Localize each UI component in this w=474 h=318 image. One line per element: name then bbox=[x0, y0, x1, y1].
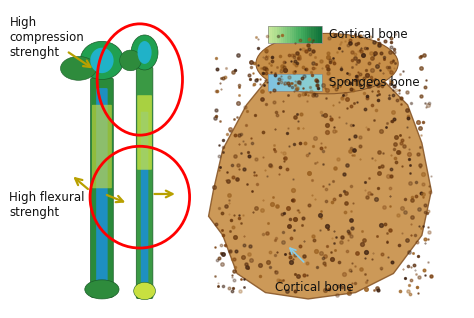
Bar bbox=[303, 26, 305, 43]
Bar bbox=[303, 74, 305, 91]
Text: Cortical bone: Cortical bone bbox=[329, 28, 408, 41]
FancyBboxPatch shape bbox=[136, 67, 153, 299]
Bar bbox=[270, 74, 272, 91]
Ellipse shape bbox=[80, 41, 124, 80]
Bar bbox=[316, 74, 318, 91]
Bar bbox=[279, 74, 281, 91]
Bar bbox=[292, 74, 294, 91]
Bar bbox=[314, 74, 316, 91]
Ellipse shape bbox=[85, 280, 119, 299]
Bar bbox=[292, 26, 294, 43]
Ellipse shape bbox=[61, 56, 97, 80]
Bar bbox=[318, 26, 320, 43]
Bar bbox=[268, 26, 270, 43]
Bar bbox=[301, 74, 303, 91]
FancyBboxPatch shape bbox=[91, 78, 113, 297]
Bar bbox=[296, 74, 298, 91]
Bar bbox=[281, 74, 283, 91]
Bar bbox=[305, 26, 307, 43]
Bar bbox=[281, 26, 283, 43]
Bar bbox=[287, 74, 290, 91]
Bar bbox=[298, 26, 301, 43]
Bar bbox=[285, 26, 287, 43]
Ellipse shape bbox=[119, 50, 141, 71]
Bar bbox=[311, 74, 314, 91]
FancyBboxPatch shape bbox=[137, 95, 152, 170]
Ellipse shape bbox=[134, 282, 155, 300]
Bar bbox=[274, 74, 276, 91]
Bar bbox=[309, 26, 311, 43]
Text: High
compression
strenght: High compression strenght bbox=[9, 16, 84, 59]
Bar bbox=[294, 74, 296, 91]
Ellipse shape bbox=[137, 41, 152, 64]
Bar bbox=[272, 74, 274, 91]
FancyBboxPatch shape bbox=[141, 112, 148, 292]
Bar bbox=[305, 74, 307, 91]
Ellipse shape bbox=[90, 48, 114, 73]
Bar bbox=[270, 26, 272, 43]
Bar bbox=[276, 26, 279, 43]
Bar bbox=[307, 74, 309, 91]
Bar bbox=[272, 26, 274, 43]
Text: Spongeos bone: Spongeos bone bbox=[329, 76, 420, 88]
Bar bbox=[294, 26, 296, 43]
Bar bbox=[290, 74, 292, 91]
Bar bbox=[274, 26, 276, 43]
Ellipse shape bbox=[256, 33, 398, 94]
Bar bbox=[318, 74, 320, 91]
Text: High flexural
strenght: High flexural strenght bbox=[9, 191, 85, 219]
FancyBboxPatch shape bbox=[96, 88, 108, 290]
Bar bbox=[268, 74, 322, 91]
Bar bbox=[279, 26, 281, 43]
FancyBboxPatch shape bbox=[92, 105, 112, 188]
Bar bbox=[320, 26, 322, 43]
Bar bbox=[296, 26, 298, 43]
Bar bbox=[311, 26, 314, 43]
Bar bbox=[320, 74, 322, 91]
Bar bbox=[268, 26, 322, 43]
Bar bbox=[290, 26, 292, 43]
Bar bbox=[276, 74, 279, 91]
Bar bbox=[285, 74, 287, 91]
Bar bbox=[307, 26, 309, 43]
Bar bbox=[301, 26, 303, 43]
Bar bbox=[283, 26, 285, 43]
Ellipse shape bbox=[131, 35, 158, 70]
Bar bbox=[287, 26, 290, 43]
Bar bbox=[298, 74, 301, 91]
Bar bbox=[283, 74, 285, 91]
Bar bbox=[268, 74, 270, 91]
Bar bbox=[316, 26, 318, 43]
Text: Cortical bone: Cortical bone bbox=[275, 281, 354, 294]
Bar bbox=[314, 26, 316, 43]
Polygon shape bbox=[209, 57, 431, 299]
Bar bbox=[309, 74, 311, 91]
